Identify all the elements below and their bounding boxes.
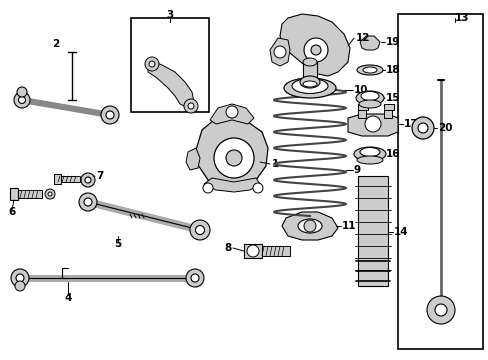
Text: 10: 10 <box>353 85 368 95</box>
Polygon shape <box>209 104 253 124</box>
Ellipse shape <box>299 76 319 88</box>
Text: 7: 7 <box>96 171 103 181</box>
Bar <box>131 18 208 112</box>
Circle shape <box>19 96 25 104</box>
Circle shape <box>273 46 285 58</box>
Ellipse shape <box>356 65 382 75</box>
Bar <box>357 176 387 286</box>
Text: 8: 8 <box>224 243 231 253</box>
Circle shape <box>16 274 24 282</box>
Text: 2: 2 <box>52 39 60 49</box>
Circle shape <box>11 269 29 287</box>
Ellipse shape <box>356 156 382 164</box>
Bar <box>58 176 80 182</box>
Circle shape <box>81 173 95 187</box>
Circle shape <box>183 99 198 113</box>
Circle shape <box>190 220 209 240</box>
Ellipse shape <box>362 67 376 73</box>
Circle shape <box>364 116 380 132</box>
Bar <box>54 174 61 184</box>
Bar <box>14 190 42 198</box>
Polygon shape <box>359 36 379 50</box>
Text: 16: 16 <box>385 149 400 159</box>
Circle shape <box>304 220 315 232</box>
Text: 4: 4 <box>64 293 72 303</box>
Circle shape <box>79 193 97 211</box>
Polygon shape <box>185 148 200 170</box>
Circle shape <box>149 61 155 67</box>
Circle shape <box>214 138 253 178</box>
Polygon shape <box>282 212 337 240</box>
Circle shape <box>106 111 114 119</box>
Circle shape <box>17 87 27 97</box>
Text: 3: 3 <box>166 10 173 20</box>
Circle shape <box>185 269 203 287</box>
Polygon shape <box>269 38 289 66</box>
Text: 5: 5 <box>114 239 122 249</box>
Bar <box>244 244 262 258</box>
Ellipse shape <box>284 78 335 98</box>
Bar <box>383 106 391 118</box>
Circle shape <box>84 198 92 206</box>
Polygon shape <box>203 178 260 192</box>
Text: 20: 20 <box>437 123 451 133</box>
Ellipse shape <box>303 58 316 66</box>
Bar <box>397 14 482 349</box>
Ellipse shape <box>358 100 380 108</box>
Text: 12: 12 <box>355 33 370 43</box>
Ellipse shape <box>297 219 321 233</box>
Text: 6: 6 <box>8 207 16 217</box>
Polygon shape <box>347 114 397 136</box>
Text: 17: 17 <box>403 119 418 129</box>
Circle shape <box>225 106 238 118</box>
Circle shape <box>145 57 159 71</box>
Circle shape <box>411 117 433 139</box>
Text: 14: 14 <box>393 227 408 237</box>
Text: 19: 19 <box>385 37 400 47</box>
Text: 13: 13 <box>454 13 468 23</box>
Bar <box>262 246 289 256</box>
Circle shape <box>426 296 454 324</box>
Circle shape <box>310 45 320 55</box>
Text: 11: 11 <box>341 221 356 231</box>
Bar <box>383 104 393 110</box>
Polygon shape <box>280 14 349 76</box>
Polygon shape <box>196 118 267 188</box>
Circle shape <box>101 106 119 124</box>
Circle shape <box>187 103 194 109</box>
Text: 15: 15 <box>385 93 400 103</box>
Polygon shape <box>148 60 194 108</box>
Circle shape <box>203 183 213 193</box>
Circle shape <box>417 123 427 133</box>
Circle shape <box>45 189 55 199</box>
Circle shape <box>225 150 242 166</box>
Circle shape <box>246 245 259 257</box>
Ellipse shape <box>303 81 316 87</box>
Ellipse shape <box>355 91 383 105</box>
Bar <box>303 62 316 84</box>
Text: 9: 9 <box>353 165 360 175</box>
Bar <box>10 188 18 200</box>
Circle shape <box>48 192 52 196</box>
Text: 1: 1 <box>271 159 279 169</box>
Circle shape <box>85 177 91 183</box>
Bar <box>357 106 365 118</box>
Circle shape <box>304 38 327 62</box>
Ellipse shape <box>291 78 327 94</box>
Circle shape <box>195 225 204 234</box>
Text: 18: 18 <box>385 65 400 75</box>
Circle shape <box>252 183 263 193</box>
Circle shape <box>14 92 30 108</box>
Ellipse shape <box>353 147 385 161</box>
Ellipse shape <box>360 91 378 100</box>
Circle shape <box>434 304 446 316</box>
Circle shape <box>15 281 25 291</box>
Bar <box>357 104 367 110</box>
Circle shape <box>191 274 199 282</box>
Ellipse shape <box>359 148 379 157</box>
